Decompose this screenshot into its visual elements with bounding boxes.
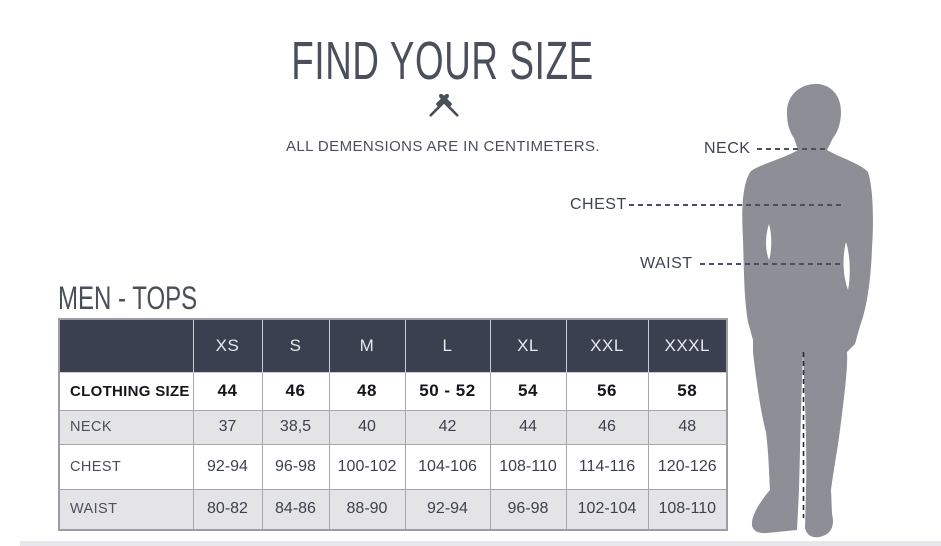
size-value-cell: 48 [647, 409, 728, 445]
size-value-cell: 80-82 [192, 488, 263, 531]
size-table: XS S M L XL XXL XXXL CLOTHING SIZE 44 46 48 50 - 5… [58, 318, 728, 531]
size-value-cell: 44 [192, 371, 263, 411]
size-value-cell: 46 [565, 409, 649, 445]
waist-measure-label: WAIST [640, 255, 693, 272]
size-value-cell: 54 [489, 371, 567, 411]
size-value-cell: 44 [489, 409, 567, 445]
size-column-header: S [261, 319, 330, 373]
row-label: CHEST [58, 443, 194, 490]
row-label: CLOTHING SIZE [58, 371, 194, 411]
table-row: NECK 37 38,5 40 42 44 46 48 [58, 409, 728, 445]
row-label: WAIST [58, 488, 194, 531]
size-table-head: XS S M L XL XXL XXXL [58, 319, 728, 373]
crossed-hammers-icon [429, 93, 459, 117]
size-table-body: CLOTHING SIZE 44 46 48 50 - 52 54 56 58 NECK 37 38… [58, 371, 728, 531]
size-value-cell: 37 [192, 409, 263, 445]
size-value-cell: 50 - 52 [404, 371, 491, 411]
size-value-cell: 56 [565, 371, 649, 411]
corner-header-cell [58, 319, 194, 373]
chest-measure-label: CHEST [570, 196, 627, 213]
size-value-cell: 48 [328, 371, 406, 411]
table-row: CLOTHING SIZE 44 46 48 50 - 52 54 56 58 [58, 371, 728, 411]
bottom-divider [20, 541, 941, 546]
size-value-cell: 38,5 [261, 409, 330, 445]
units-note: ALL DEMENSIONS ARE IN CENTIMETERS. [286, 138, 600, 155]
size-value-cell: 58 [647, 371, 728, 411]
size-value-cell: 108-110 [647, 488, 728, 531]
size-column-header: XXL [565, 319, 649, 373]
size-value-cell: 104-106 [404, 443, 491, 490]
size-value-cell: 100-102 [328, 443, 406, 490]
size-value-cell: 96-98 [261, 443, 330, 490]
size-column-header: M [328, 319, 406, 373]
size-column-header: XL [489, 319, 567, 373]
size-value-cell: 120-126 [647, 443, 728, 490]
size-value-cell: 96-98 [489, 488, 567, 531]
chest-dash-line [629, 204, 843, 206]
section-heading: MEN - TOPS [58, 280, 198, 316]
table-row: CHEST 92-94 96-98 100-102 104-106 108-110 114-… [58, 443, 728, 490]
neck-dash-line [757, 148, 829, 150]
table-row: WAIST 80-82 84-86 88-90 92-94 96-98 102-104 108… [58, 488, 728, 531]
size-column-header: L [404, 319, 491, 373]
size-table-header-row: XS S M L XL XXL XXXL [58, 319, 728, 373]
size-value-cell: 92-94 [192, 443, 263, 490]
size-value-cell: 84-86 [261, 488, 330, 531]
size-value-cell: 46 [261, 371, 330, 411]
man-silhouette [742, 83, 873, 538]
size-value-cell: 40 [328, 409, 406, 445]
page-title: FIND YOUR SIZE [291, 31, 595, 91]
size-value-cell: 92-94 [404, 488, 491, 531]
size-column-header: XS [192, 319, 263, 373]
size-column-header: XXXL [647, 319, 728, 373]
neck-measure-label: NECK [704, 140, 751, 157]
size-value-cell: 108-110 [489, 443, 567, 490]
waist-dash-line [700, 263, 843, 265]
row-label: NECK [58, 409, 194, 445]
size-value-cell: 88-90 [328, 488, 406, 531]
size-value-cell: 42 [404, 409, 491, 445]
size-value-cell: 114-116 [565, 443, 649, 490]
size-value-cell: 102-104 [565, 488, 649, 531]
